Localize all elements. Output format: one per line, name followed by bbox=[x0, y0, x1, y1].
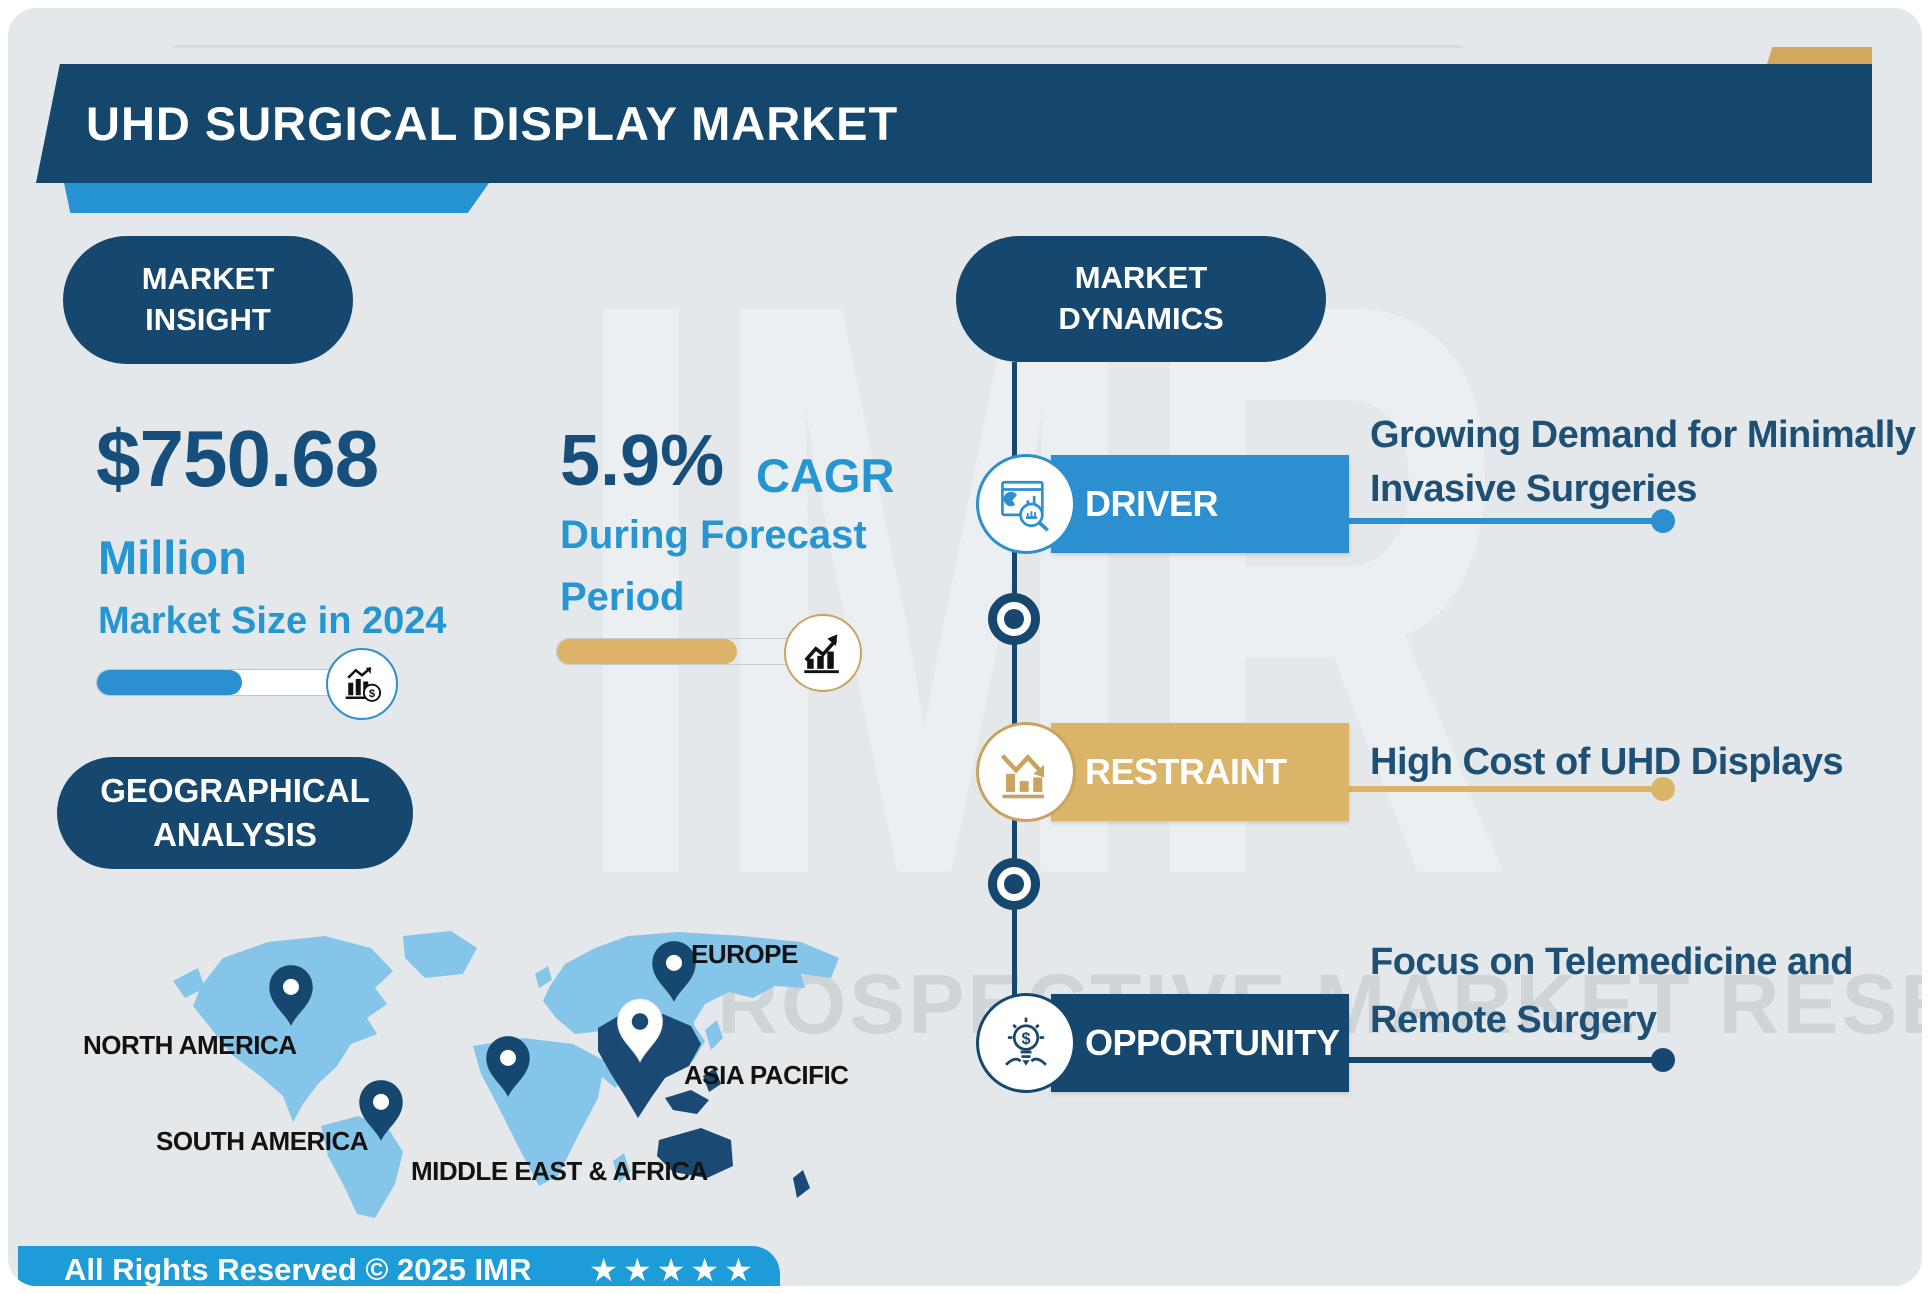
dynamics-timeline bbox=[1012, 362, 1017, 1043]
timeline-node bbox=[988, 593, 1040, 645]
header-divider-line bbox=[173, 45, 1463, 48]
opportunity-connector-dot bbox=[1651, 1048, 1675, 1072]
restraint-box: RESTRAINT bbox=[1051, 723, 1349, 821]
market-dynamics-badge-line2: DYNAMICS bbox=[1058, 301, 1224, 336]
map-pin-north-america bbox=[269, 965, 313, 1026]
map-pin-south-america bbox=[359, 1080, 403, 1141]
market-size-caption: Market Size in 2024 bbox=[98, 600, 447, 642]
page-title: UHD SURGICAL DISPLAY MARKET bbox=[86, 97, 899, 150]
market-size-unit: Million bbox=[98, 531, 247, 584]
infographic-card: IMR INTROSPECTIVE MARKET RESEARCH UHD SU… bbox=[8, 8, 1922, 1286]
timeline-node-dot bbox=[1004, 874, 1024, 894]
opportunity-text-line1: Focus on Telemedicine and bbox=[1370, 941, 1854, 983]
cagr-icon-circle bbox=[784, 614, 862, 692]
driver-connector-line bbox=[1349, 518, 1657, 524]
svg-text:$: $ bbox=[1021, 1030, 1030, 1048]
analysis-magnifier-icon bbox=[1001, 480, 1049, 532]
map-pin-europe bbox=[652, 941, 696, 1002]
driver-box: DRIVER bbox=[1051, 455, 1349, 553]
bar-chart-dollar-icon: $ bbox=[345, 666, 382, 702]
market-insight-badge-line1: MARKET bbox=[141, 261, 275, 297]
market-size-value: $750.68 bbox=[96, 414, 379, 503]
driver-label: DRIVER bbox=[1085, 483, 1219, 524]
rating-stars: ★★★★★ bbox=[589, 1252, 758, 1286]
market-insight-badge-line2: INSIGHT bbox=[145, 302, 271, 337]
svg-text:$: $ bbox=[369, 688, 376, 700]
opportunity-connector-line bbox=[1349, 1057, 1657, 1063]
copyright-text: All Rights Reserved © 2025 IMR bbox=[64, 1252, 532, 1286]
restraint-icon-circle bbox=[976, 722, 1076, 822]
opportunity-icon-circle: $ bbox=[976, 993, 1076, 1093]
title-banner: UHD SURGICAL DISPLAY MARKET bbox=[36, 64, 1872, 183]
geographical-analysis-badge: GEOGRAPHICAL ANALYSIS bbox=[57, 757, 413, 869]
driver-icon-circle bbox=[976, 454, 1076, 554]
cagr-caption-line2: Period bbox=[560, 575, 685, 619]
cagr-value: 5.9% bbox=[560, 421, 725, 501]
market-size-icon-circle: $ bbox=[326, 648, 398, 720]
driver-text-line1: Growing Demand for Minimally bbox=[1370, 414, 1916, 456]
region-label-north-america: NORTH AMERICA bbox=[83, 1030, 297, 1060]
map-pin-middle-east-africa bbox=[486, 1036, 530, 1097]
driver-connector-dot bbox=[1651, 509, 1675, 533]
banner-blue-accent bbox=[64, 183, 489, 213]
timeline-node-dot bbox=[1004, 609, 1024, 629]
driver-text-line2: Invasive Surgeries bbox=[1370, 468, 1697, 510]
timeline-node bbox=[988, 858, 1040, 910]
restraint-label: RESTRAINT bbox=[1085, 751, 1287, 792]
market-dynamics-badge-line1: MARKET bbox=[1074, 260, 1208, 296]
opportunity-label: OPPORTUNITY bbox=[1085, 1022, 1340, 1063]
geo-badge-line1: GEOGRAPHICAL bbox=[100, 772, 370, 810]
gold-corner-accent bbox=[1766, 47, 1872, 67]
region-label-asia-pacific: ASIA PACIFIC bbox=[684, 1060, 849, 1090]
market-insight-badge: MARKET INSIGHT bbox=[63, 236, 353, 364]
opportunity-text-line2: Remote Surgery bbox=[1370, 999, 1657, 1041]
cagr-caption-line1: During Forecast bbox=[560, 513, 867, 557]
region-label-south-america: SOUTH AMERICA bbox=[156, 1126, 369, 1156]
cagr-progress-fill bbox=[557, 639, 737, 664]
map-pin-asia-pacific bbox=[616, 998, 664, 1063]
growth-chart-icon bbox=[804, 634, 839, 674]
lightbulb-dollar-icon: $ bbox=[1005, 1017, 1047, 1066]
market-dynamics-badge: MARKET DYNAMICS bbox=[956, 236, 1326, 362]
region-label-middle-east-africa: MIDDLE EAST & AFRICA bbox=[411, 1156, 708, 1186]
opportunity-box: OPPORTUNITY bbox=[1051, 994, 1349, 1092]
restraint-text-line1: High Cost of UHD Displays bbox=[1370, 741, 1844, 783]
world-map bbox=[173, 931, 839, 1218]
region-label-europe: EUROPE bbox=[691, 939, 798, 969]
restraint-connector-dot bbox=[1651, 777, 1675, 801]
cagr-progress-track bbox=[556, 638, 810, 665]
declining-chart-icon bbox=[1000, 754, 1045, 799]
restraint-connector-line bbox=[1349, 786, 1657, 792]
market-size-progress-fill bbox=[97, 670, 242, 695]
geo-badge-line2: ANALYSIS bbox=[153, 816, 317, 853]
cagr-label: CAGR bbox=[756, 449, 895, 502]
footer-bar: All Rights Reserved © 2025 IMR ★★★★★ bbox=[18, 1246, 780, 1286]
